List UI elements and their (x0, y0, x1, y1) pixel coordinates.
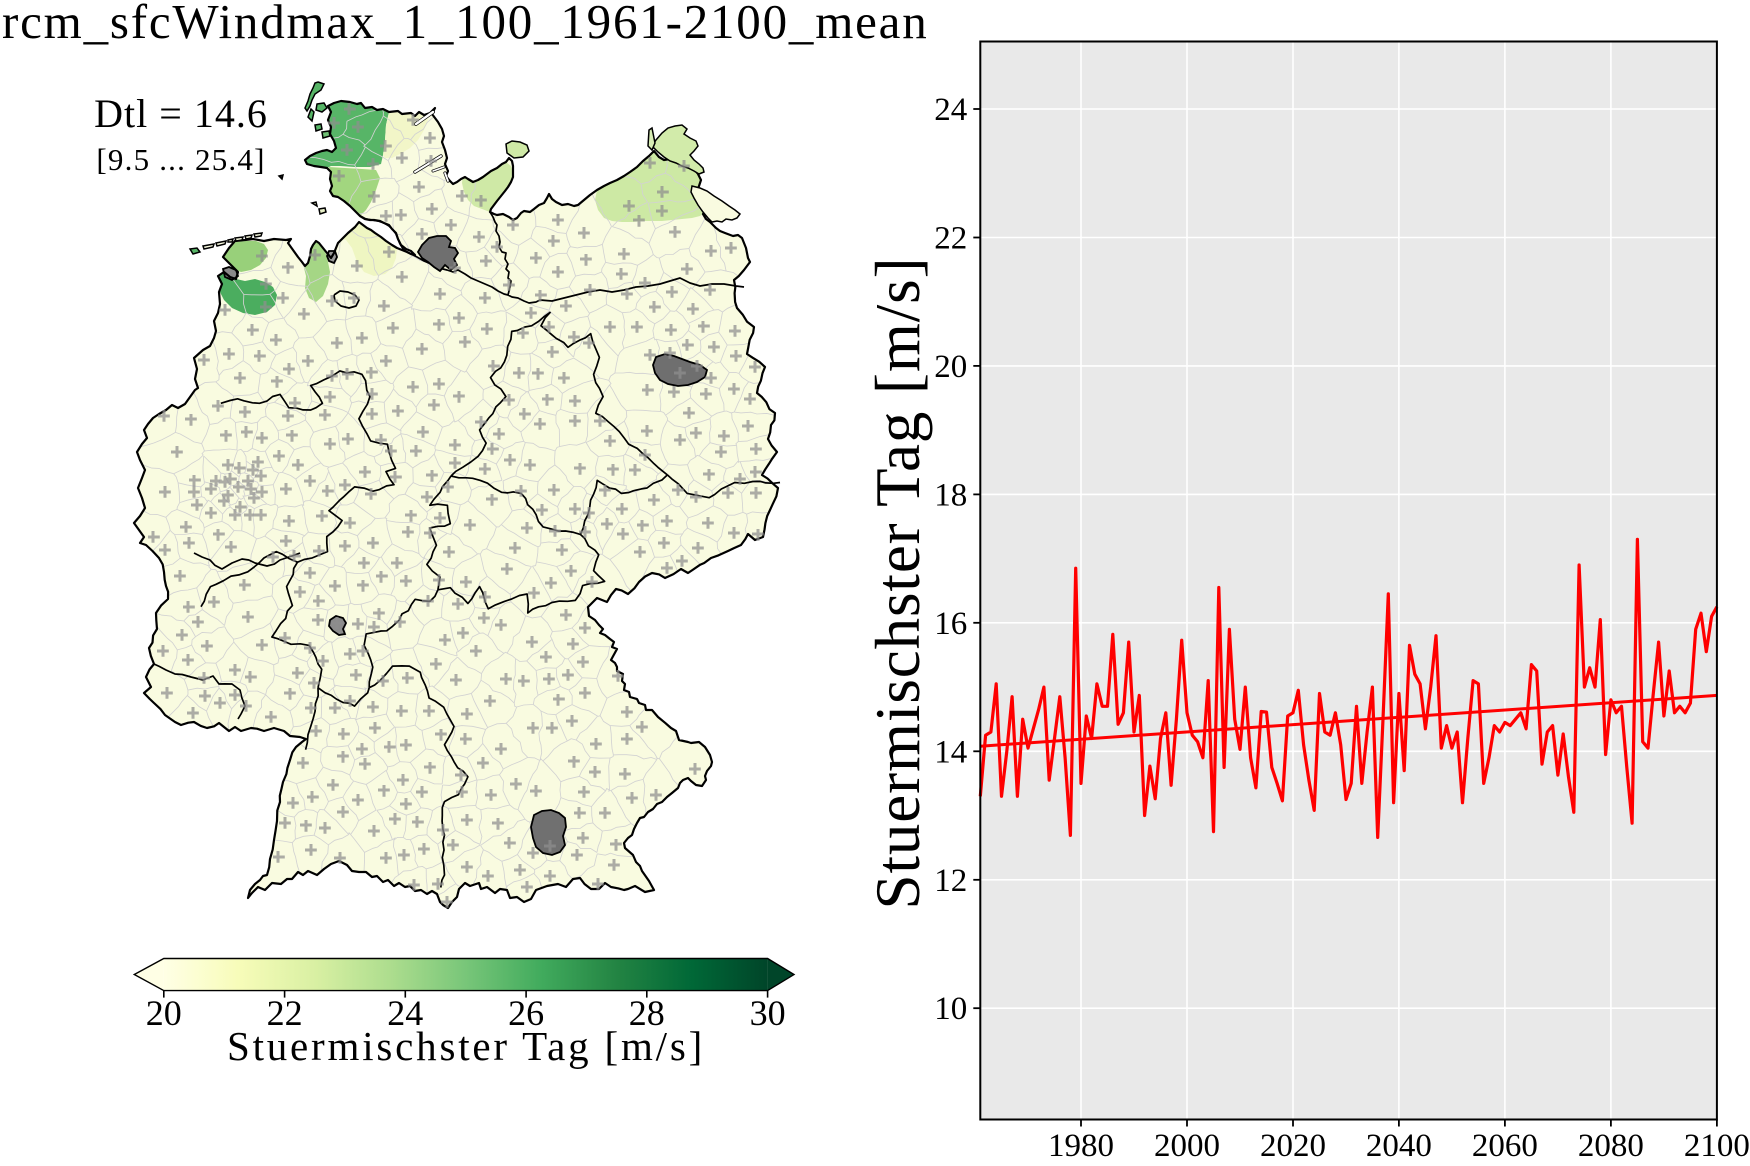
svg-text:16: 16 (934, 606, 967, 642)
svg-text:2040: 2040 (1366, 1128, 1432, 1161)
svg-text:12: 12 (934, 863, 967, 899)
svg-text:26: 26 (508, 993, 544, 1033)
svg-text:2020: 2020 (1260, 1128, 1326, 1161)
svg-text:20: 20 (934, 349, 967, 385)
svg-text:2080: 2080 (1578, 1128, 1644, 1161)
svg-text:24: 24 (387, 993, 423, 1033)
svg-text:24: 24 (934, 92, 967, 128)
svg-text:[9.5 ... 25.4]: [9.5 ... 25.4] (96, 142, 265, 177)
svg-text:rcm_sfcWindmax_1_100_1961-2100: rcm_sfcWindmax_1_100_1961-2100_mean (2, 0, 929, 49)
svg-text:22: 22 (267, 993, 303, 1033)
svg-text:Stuermischster Tag [m/s]: Stuermischster Tag [m/s] (227, 1023, 705, 1069)
svg-text:22: 22 (934, 221, 967, 257)
svg-text:2060: 2060 (1472, 1128, 1538, 1161)
svg-text:18: 18 (934, 477, 967, 513)
svg-text:28: 28 (629, 993, 665, 1033)
svg-text:30: 30 (750, 993, 786, 1033)
svg-text:1980: 1980 (1048, 1128, 1114, 1161)
svg-text:10: 10 (934, 991, 967, 1027)
svg-text:20: 20 (146, 993, 182, 1033)
svg-text:2000: 2000 (1154, 1128, 1220, 1161)
svg-text:14: 14 (934, 734, 967, 770)
svg-text:Stuermischster Tag [m/s]: Stuermischster Tag [m/s] (863, 257, 933, 910)
svg-text:Dtl = 14.6: Dtl = 14.6 (94, 91, 268, 136)
svg-text:2100: 2100 (1684, 1128, 1750, 1161)
